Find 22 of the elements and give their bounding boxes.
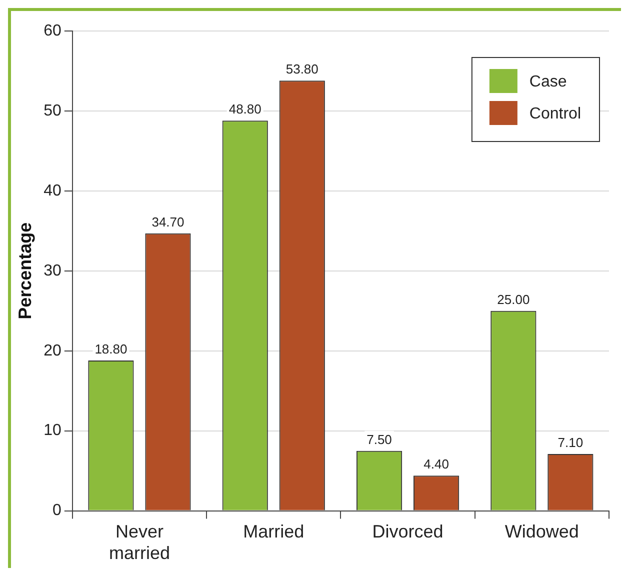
legend-label: Control (529, 105, 581, 122)
data-label: 53.80 (286, 62, 318, 77)
y-tick-label: 50 (44, 102, 62, 120)
x-tick-label: Married (243, 522, 304, 542)
data-label: 7.50 (366, 432, 392, 447)
data-label: 48.80 (228, 102, 262, 117)
x-tick-label: Never married (108, 522, 170, 564)
y-tick-label: 0 (52, 502, 62, 520)
data-label: 4.40 (424, 456, 449, 472)
x-tick-label: Widowed (504, 522, 579, 542)
data-label: 25.00 (497, 292, 530, 307)
legend-label: Case (529, 73, 567, 90)
y-tick-label: 30 (44, 262, 62, 280)
data-label: 18.80 (94, 342, 128, 357)
x-tick-label: Divorced (372, 522, 444, 542)
data-label: 34.70 (152, 214, 184, 230)
y-tick-label: 20 (44, 342, 62, 360)
y-tick-label: 10 (44, 422, 62, 440)
y-tick-label: 60 (44, 22, 62, 40)
y-tick-label: 40 (44, 182, 62, 200)
y-axis-title: Percentage (14, 222, 35, 320)
data-label: 7.10 (558, 435, 584, 450)
